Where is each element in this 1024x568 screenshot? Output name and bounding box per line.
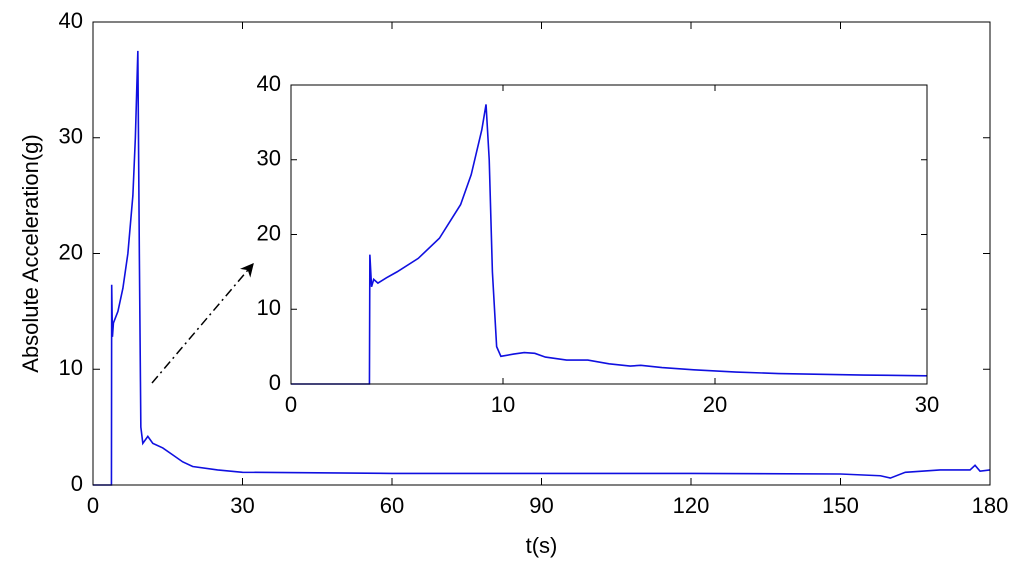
x-tick-label: 0	[87, 493, 99, 518]
inset-chart: 0 10 20 30 0 10 20 30 40	[257, 71, 940, 417]
x-tick-label: 20	[703, 392, 727, 417]
x-tick-label: 60	[380, 493, 404, 518]
y-tick-label: 0	[269, 370, 281, 395]
y-tick-label: 30	[59, 124, 83, 149]
y-tick-label: 10	[59, 355, 83, 380]
y-tick-label: 30	[257, 146, 281, 171]
y-tick-label: 20	[257, 220, 281, 245]
y-axis-label: Absolute Acceleration(g)	[18, 134, 43, 372]
plot-background	[291, 85, 927, 384]
y-tick-label: 40	[257, 71, 281, 96]
x-tick-label: 0	[285, 392, 297, 417]
x-tick-label: 10	[491, 392, 515, 417]
x-tick-label: 30	[915, 392, 939, 417]
x-tick-label: 30	[230, 493, 254, 518]
data-line	[93, 50, 991, 486]
x-tick-label: 180	[972, 493, 1009, 518]
x-tick-label: 120	[673, 493, 710, 518]
zoom-arrow	[151, 262, 254, 384]
x-tick-label: 90	[529, 493, 553, 518]
y-tick-label: 0	[71, 471, 83, 496]
plot-frame	[290, 84, 928, 385]
y-tick-label: 40	[59, 8, 83, 33]
y-tick-label: 20	[59, 239, 83, 264]
y-tick-label: 10	[257, 295, 281, 320]
plot-frame	[92, 21, 991, 486]
x-axis-label: t(s)	[526, 533, 558, 558]
data-line	[291, 104, 928, 385]
x-tick-label: 150	[822, 493, 859, 518]
